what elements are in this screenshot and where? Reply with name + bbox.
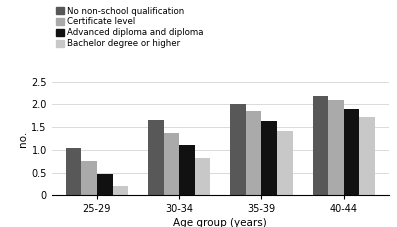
Bar — [246, 111, 262, 195]
Legend: No non-school qualification, Certificate level, Advanced diploma and diploma, Ba: No non-school qualification, Certificate… — [56, 7, 204, 48]
Bar — [344, 109, 359, 195]
Bar — [328, 100, 344, 195]
X-axis label: Age group (years): Age group (years) — [173, 218, 267, 227]
Bar — [359, 117, 375, 195]
Bar — [262, 121, 277, 195]
Bar — [195, 158, 210, 195]
Bar — [164, 133, 179, 195]
Bar — [112, 186, 128, 195]
Bar — [66, 148, 81, 195]
Bar — [97, 174, 112, 195]
Bar — [230, 104, 246, 195]
Bar — [312, 96, 328, 195]
Y-axis label: no.: no. — [19, 130, 29, 147]
Bar — [81, 161, 97, 195]
Bar — [179, 145, 195, 195]
Bar — [277, 131, 293, 195]
Bar — [148, 120, 164, 195]
